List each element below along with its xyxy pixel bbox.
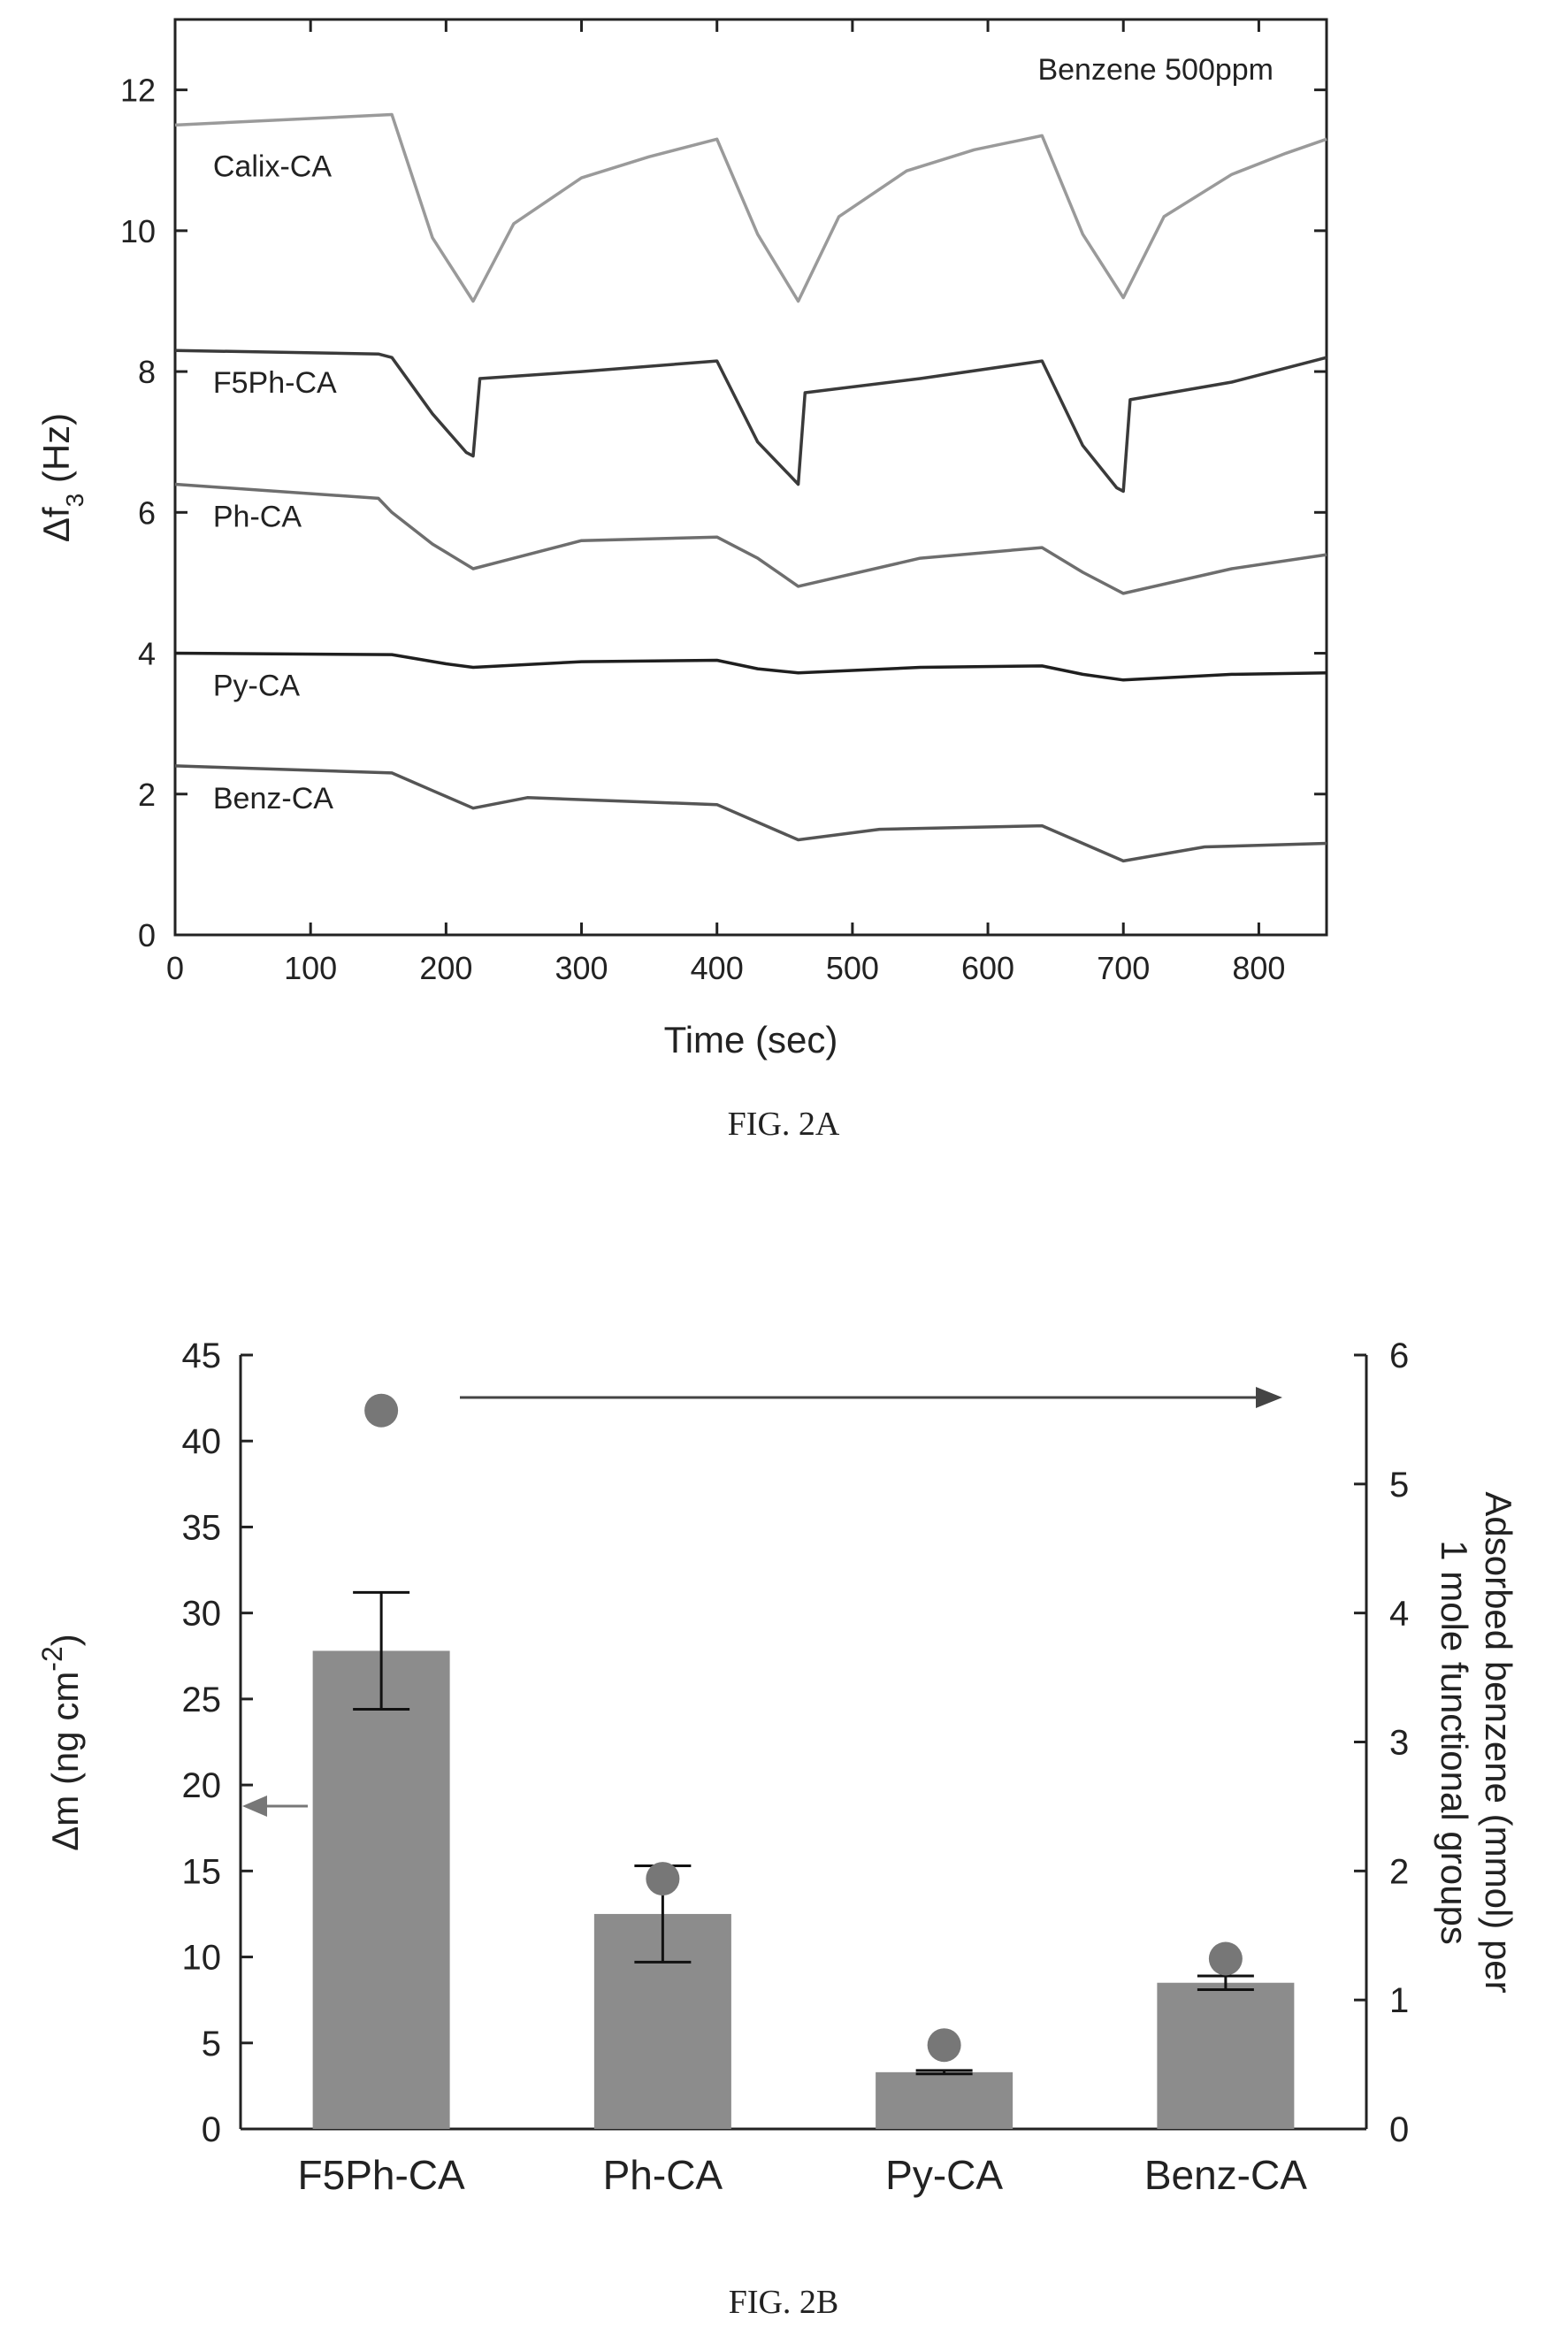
- y-axis-title-unit: (Hz): [35, 413, 77, 494]
- left-tick-label: 10: [182, 1939, 222, 1978]
- x-axis-2a: 0 100 200 300 400 500 600 700 800: [166, 19, 1285, 986]
- left-tick-label: 45: [182, 1336, 222, 1375]
- series-label-py-ca: Py-CA: [213, 670, 301, 703]
- x-tick-label-2a: 800: [1232, 950, 1285, 986]
- y-axis-title-2a: Δf3 (Hz): [35, 413, 88, 542]
- series-group-2a: [174, 112, 1327, 863]
- left-tick-label: 35: [182, 1508, 222, 1547]
- x-tick-label-2a: 0: [166, 950, 184, 986]
- right-y-axis-2b: 0 1 2 3 4 5 6: [1354, 1336, 1409, 2149]
- left-tick-label: 30: [182, 1595, 222, 1634]
- y-axis-title-sub: 3: [61, 494, 88, 508]
- left-axis-arrow: [242, 1796, 308, 1817]
- right-tick-label: 2: [1389, 1852, 1409, 1891]
- right-tick-label: 0: [1389, 2110, 1409, 2149]
- x-tick-label-2a: 500: [826, 950, 879, 986]
- right-tick-label: 5: [1389, 1466, 1409, 1505]
- caption-2b: FIG. 2B: [729, 2284, 839, 2321]
- left-y-title-sup: -2: [36, 1646, 68, 1671]
- y-tick-label-2a: 2: [138, 777, 156, 813]
- y-tick-label-2a: 6: [138, 494, 156, 531]
- x-axis-title-2a: Time (sec): [664, 1019, 838, 1060]
- series-line-calix-ca: [174, 112, 1327, 303]
- annotation-text: Benzene 500ppm: [1037, 53, 1274, 87]
- series-label-benz-ca: Benz-CA: [213, 782, 333, 815]
- y-tick-label-2a: 10: [120, 213, 156, 249]
- left-y-axis-title: Δm (ng cm-2): [36, 1634, 86, 1851]
- plot-area-2a: [173, 18, 1328, 937]
- left-tick-label: 20: [182, 1766, 222, 1805]
- category-labels: F5Ph-CA Ph-CA Py-CA Benz-CA: [298, 2152, 1308, 2198]
- point-benz-ca: [1208, 1941, 1243, 1976]
- series-labels-2a: Calix-CA F5Ph-CA Ph-CA Py-CA Benz-CA: [213, 149, 337, 815]
- x-tick-label-2a: 100: [284, 950, 337, 986]
- right-y-axis-title-line1: Adsorbed benzene (mmol) per: [1478, 1491, 1519, 1993]
- left-tick-label: 15: [182, 1852, 222, 1891]
- series-line-f5ph-ca: [174, 348, 1327, 494]
- bars-group: [312, 1650, 1295, 2129]
- series-line-ph-ca: [174, 482, 1327, 595]
- category-label-f5ph-ca: F5Ph-CA: [298, 2152, 465, 2198]
- y-axis-title-main: Δf: [35, 507, 77, 542]
- right-y-axis-title-line2: 1 mole functional groups: [1434, 1540, 1475, 1945]
- x-tick-label-2a: 300: [555, 950, 608, 986]
- category-label-ph-ca: Ph-CA: [603, 2152, 723, 2198]
- left-tick-label: 0: [202, 2110, 221, 2149]
- y-tick-label-2a: 8: [138, 354, 156, 390]
- x-tick-label-2a: 700: [1097, 950, 1150, 986]
- chart-2a: 0 100 200 300 400 500 600 700 800 0 2 4 6 8 10 12 Cali…: [35, 18, 1328, 1143]
- right-tick-label: 6: [1389, 1336, 1409, 1375]
- y-tick-label-2a: 12: [120, 73, 156, 109]
- bar-benz-ca: [1157, 1982, 1295, 2129]
- point-py-ca: [927, 2028, 961, 2063]
- x-tick-label-2a: 400: [691, 950, 744, 986]
- y-tick-label-2a: 0: [138, 917, 156, 953]
- y-axis-2a: 0 2 4 6 8 10 12: [120, 73, 1327, 953]
- point-ph-ca: [646, 1862, 680, 1896]
- left-y-axis-2b: 0 5 10 15 20 25 30 35 40 45: [182, 1336, 253, 2149]
- category-label-benz-ca: Benz-CA: [1144, 2152, 1307, 2198]
- series-label-ph-ca: Ph-CA: [213, 500, 302, 533]
- right-tick-label: 3: [1389, 1724, 1409, 1763]
- right-axis-arrow: [460, 1387, 1282, 1408]
- series-line-benz-ca: [174, 764, 1327, 863]
- points-group: [364, 1393, 1243, 2063]
- error-bars-group: [353, 1590, 1254, 2076]
- left-tick-label: 5: [202, 2025, 221, 2064]
- bar-py-ca: [876, 2071, 1013, 2129]
- y-tick-label-2a: 4: [138, 636, 156, 672]
- series-label-f5ph-ca: F5Ph-CA: [213, 366, 337, 400]
- right-tick-label: 4: [1389, 1595, 1409, 1634]
- left-y-title-end: ): [44, 1634, 86, 1646]
- bar-f5ph-ca: [312, 1650, 450, 2129]
- left-tick-label: 25: [182, 1681, 222, 1719]
- x-tick-label-2a: 200: [419, 950, 472, 986]
- category-label-py-ca: Py-CA: [885, 2152, 1003, 2198]
- series-label-calix-ca: Calix-CA: [213, 149, 332, 183]
- series-line-py-ca: [174, 651, 1327, 682]
- left-y-title-main: Δm (ng cm: [44, 1672, 86, 1851]
- caption-2a: FIG. 2A: [728, 1106, 840, 1143]
- point-f5ph-ca: [364, 1393, 399, 1428]
- right-tick-label: 1: [1389, 1981, 1409, 2020]
- x-tick-label-2a: 600: [961, 950, 1014, 986]
- left-tick-label: 40: [182, 1422, 222, 1461]
